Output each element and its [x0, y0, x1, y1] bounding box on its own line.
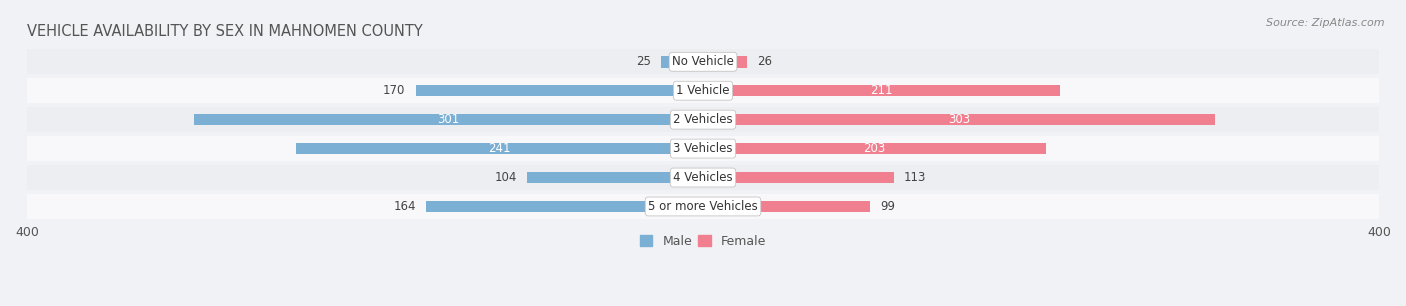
Text: Source: ZipAtlas.com: Source: ZipAtlas.com — [1267, 18, 1385, 28]
Bar — [27, 165, 1379, 190]
Text: 3 Vehicles: 3 Vehicles — [673, 142, 733, 155]
Text: 203: 203 — [863, 142, 886, 155]
Text: 301: 301 — [437, 113, 460, 126]
Bar — [426, 201, 703, 212]
Text: 4 Vehicles: 4 Vehicles — [673, 171, 733, 184]
Text: No Vehicle: No Vehicle — [672, 55, 734, 68]
Bar — [194, 114, 703, 125]
Text: 5 or more Vehicles: 5 or more Vehicles — [648, 200, 758, 213]
Bar — [703, 114, 1215, 125]
Bar — [295, 143, 703, 154]
Text: 99: 99 — [880, 200, 896, 213]
Text: 241: 241 — [488, 142, 510, 155]
Bar — [527, 172, 703, 183]
Bar — [703, 172, 894, 183]
Text: 25: 25 — [636, 55, 651, 68]
Text: 1 Vehicle: 1 Vehicle — [676, 84, 730, 97]
Bar — [703, 85, 1060, 96]
Text: 26: 26 — [756, 55, 772, 68]
Bar — [703, 56, 747, 68]
Bar — [27, 136, 1379, 161]
Legend: Male, Female: Male, Female — [636, 230, 770, 253]
Text: VEHICLE AVAILABILITY BY SEX IN MAHNOMEN COUNTY: VEHICLE AVAILABILITY BY SEX IN MAHNOMEN … — [27, 24, 423, 39]
Bar — [703, 201, 870, 212]
Bar — [27, 194, 1379, 219]
Bar — [27, 78, 1379, 103]
Text: 2 Vehicles: 2 Vehicles — [673, 113, 733, 126]
Bar — [416, 85, 703, 96]
Text: 164: 164 — [394, 200, 416, 213]
Bar — [661, 56, 703, 68]
Bar — [27, 50, 1379, 74]
Bar — [27, 107, 1379, 132]
Text: 170: 170 — [384, 84, 405, 97]
Bar — [703, 143, 1046, 154]
Text: 303: 303 — [948, 113, 970, 126]
Text: 113: 113 — [904, 171, 927, 184]
Text: 104: 104 — [495, 171, 517, 184]
Text: 211: 211 — [870, 84, 893, 97]
